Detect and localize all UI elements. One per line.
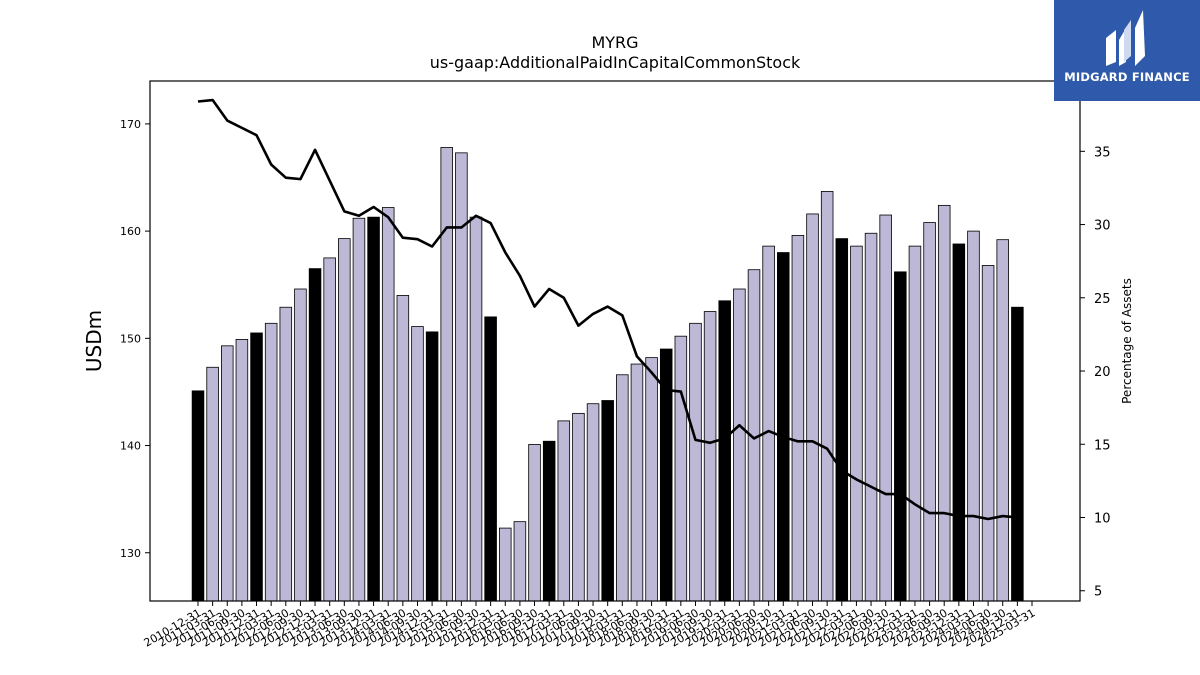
bar (791, 234, 805, 602)
midgard-logo-icon (1106, 10, 1145, 66)
bar (967, 230, 980, 602)
bar (733, 288, 746, 602)
bar (206, 366, 219, 602)
percentage-of-assets-line (197, 98, 1018, 521)
line-series (197, 98, 1018, 521)
bar (762, 245, 775, 602)
bar (425, 331, 439, 602)
bar (308, 268, 322, 602)
bar (484, 316, 497, 602)
plot-frame (149, 80, 1081, 602)
bar (1011, 306, 1024, 602)
y-tick-label: 160 (120, 225, 141, 238)
bar (908, 245, 922, 602)
bar (338, 238, 351, 602)
bar (777, 252, 790, 602)
bar (850, 245, 863, 602)
bar (586, 403, 600, 602)
bar (352, 217, 366, 602)
brand-name: MIDGARD FINANCE (1064, 70, 1190, 84)
bar (557, 420, 571, 602)
bar (674, 335, 688, 602)
bar (923, 222, 936, 602)
bar (718, 300, 731, 602)
bar-group (191, 147, 1024, 602)
bar (455, 152, 468, 602)
bar (396, 295, 410, 602)
y2-axis-label: Percentage of Assets (1120, 278, 1134, 404)
bar (864, 232, 878, 602)
bar (469, 216, 483, 602)
y2-tick-label: 30 (1094, 219, 1111, 234)
bar (835, 238, 849, 602)
bar (513, 521, 527, 602)
bar (191, 390, 205, 602)
bar (542, 440, 556, 602)
bar (440, 147, 453, 602)
y2-tick-label: 25 (1094, 292, 1111, 307)
bar (689, 322, 702, 602)
bar (528, 444, 541, 602)
y2-tick-label: 20 (1094, 365, 1111, 380)
y2-tick-label: 35 (1094, 145, 1111, 160)
bar (952, 243, 966, 602)
bar (572, 412, 585, 602)
bar (221, 345, 234, 602)
chart-subtitle: us-gaap:AdditionalPaidInCapitalCommonSto… (430, 53, 801, 72)
bar (879, 214, 892, 602)
bar (411, 326, 424, 602)
chart-title: MYRG (591, 33, 638, 52)
y2-tick-label: 5 (1094, 585, 1102, 600)
y-axis-label: USDm (82, 310, 106, 372)
y-tick-label: 170 (120, 118, 141, 131)
brand-logo: MIDGARD FINANCE (1054, 0, 1200, 101)
y2-axis: 5 10 15 20 25 30 35 (1080, 145, 1111, 600)
bar (323, 257, 336, 602)
bar (616, 374, 629, 602)
bar (996, 239, 1009, 602)
y-tick-label: 130 (120, 547, 141, 560)
bar (235, 338, 249, 602)
bar (294, 288, 307, 602)
bar (894, 271, 907, 602)
bar (806, 213, 819, 602)
bar (703, 311, 717, 602)
bar (981, 265, 995, 602)
y-tick-label: 150 (120, 332, 141, 345)
y-tick-label: 140 (120, 440, 141, 453)
bar (645, 357, 658, 602)
bar (381, 207, 395, 602)
bar (499, 527, 512, 602)
bar (367, 216, 380, 602)
bar (937, 204, 951, 602)
y2-tick-label: 15 (1094, 438, 1111, 453)
bar (630, 363, 644, 602)
x-axis: 2010-12-312011-03-312011-06-302011-09-30… (142, 601, 1038, 650)
y2-tick-label: 10 (1094, 512, 1111, 527)
bar (820, 191, 834, 602)
bar (601, 400, 614, 602)
bar (279, 306, 293, 602)
bar (250, 332, 263, 602)
y-axis: 130 140 150 160 170 (120, 118, 150, 560)
bar (264, 322, 278, 602)
